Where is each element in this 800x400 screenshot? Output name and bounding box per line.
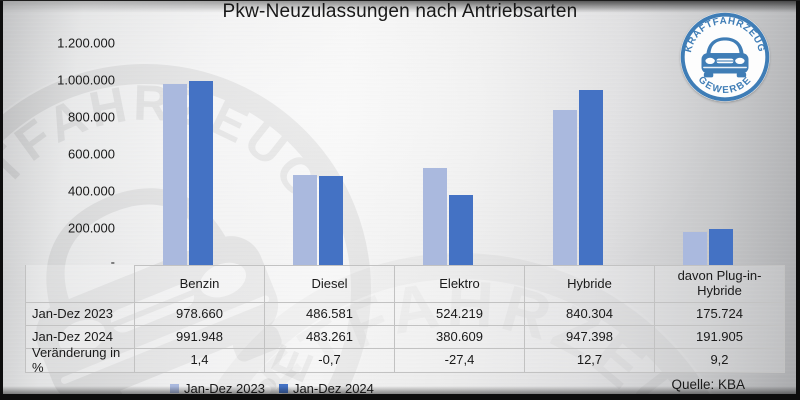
y-axis-tick-label: 1.000.000: [57, 72, 115, 88]
table-row-header: Jan-Dez 2023: [25, 303, 135, 326]
table-value-cell: 840.304: [525, 303, 655, 326]
table-value-cell: 524.219: [395, 303, 525, 326]
table-value-cell: -0,7: [265, 349, 395, 373]
y-axis-tick-label: 1.200.000: [57, 35, 115, 51]
table-value-cell: 9,2: [655, 349, 785, 373]
table-value-cell: 191.905: [655, 326, 785, 349]
bar-jan-dez-2023-benzin: [163, 84, 187, 265]
data-table: Benzin Diesel Elektro Hybride davon Plug-in-…: [25, 265, 785, 374]
table-value-cell: 947.398: [525, 326, 655, 349]
y-axis-tick-label: 400.000: [68, 183, 115, 199]
table-column-header: Hybride: [525, 265, 655, 303]
bar-jan-dez-2024-benzin: [189, 81, 213, 265]
bar-jan-dez-2023-hybride: [553, 110, 577, 265]
source-label: Quelle: KBA: [671, 377, 745, 392]
bar-jan-dez-2023-elektro: [423, 168, 447, 265]
bar-jan-dez-2023-diesel: [293, 175, 317, 265]
table-row-header: Veränderung in %: [25, 345, 135, 374]
y-axis-tick-label: 800.000: [68, 109, 115, 125]
car-badge-icon: KRAFTFAHRZEUG GEWERBE: [680, 12, 770, 102]
table-value-cell: 486.581: [265, 303, 395, 326]
table-corner-cell: [25, 265, 135, 303]
bar-jan-dez-2024-davon-plug-in-hybride: [709, 229, 733, 265]
table-column-header: Elektro: [395, 265, 525, 303]
plaque-edge: [0, 0, 800, 1]
table-value-cell: 12,7: [525, 349, 655, 373]
y-axis-tick-label: 600.000: [68, 146, 115, 162]
bar-jan-dez-2024-diesel: [319, 176, 343, 265]
kfz-gewerbe-logo-icon: KRAFTFAHRZEUG GEWERBE: [678, 10, 772, 104]
table-value-cell: 483.261: [265, 326, 395, 349]
bar-jan-dez-2024-hybride: [579, 90, 603, 265]
bar-jan-dez-2023-davon-plug-in-hybride: [683, 232, 707, 265]
table-column-header: Benzin: [135, 265, 265, 303]
y-axis-tick-label: 200.000: [68, 220, 115, 236]
legend-swatch-icon: [278, 384, 288, 393]
table-column-header: davon Plug-in-Hybride: [655, 265, 785, 303]
table-column-header: Diesel: [265, 265, 395, 303]
table-value-cell: 175.724: [655, 303, 785, 326]
table-value-cell: -27,4: [395, 349, 525, 373]
plaque-edge: [0, 0, 3, 400]
bar-jan-dez-2024-elektro: [449, 195, 473, 265]
plaque-edge: [0, 394, 800, 400]
legend-swatch-icon: [170, 384, 179, 393]
plaque-edge: [796, 0, 800, 400]
table-value-cell: 1,4: [135, 349, 265, 373]
table-value-cell: 978.660: [135, 303, 265, 326]
table-value-cell: 991.948: [135, 326, 265, 349]
table-value-cell: 380.609: [395, 326, 525, 349]
